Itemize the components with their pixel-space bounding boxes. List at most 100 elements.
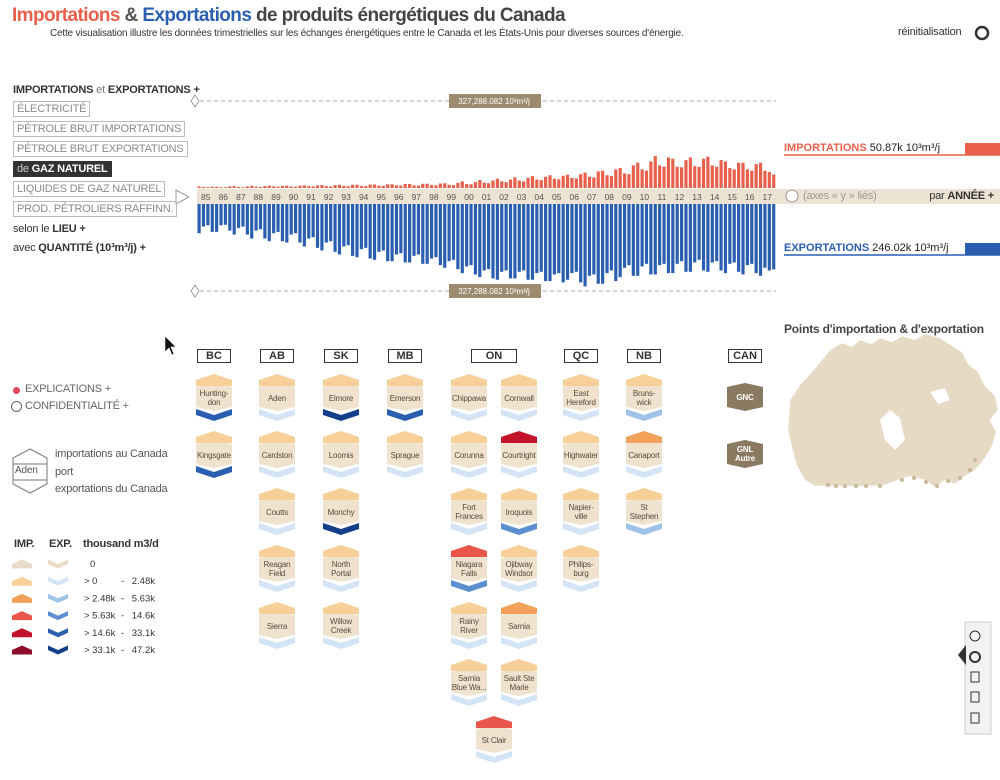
export-arrow[interactable] (501, 523, 537, 535)
port-name[interactable]: Sault Ste Marie (503, 674, 535, 692)
import-arrow[interactable] (626, 374, 662, 386)
export-arrow[interactable] (323, 637, 359, 649)
port-name[interactable]: Ojibway Windsor (505, 560, 533, 578)
export-arrow[interactable] (451, 637, 487, 649)
import-arrow[interactable] (501, 545, 537, 557)
port-name[interactable]: Niagara Falls (455, 560, 483, 578)
province-label[interactable]: QC (564, 349, 598, 363)
export-arrow[interactable] (451, 694, 487, 706)
info-icon[interactable] (969, 630, 981, 642)
import-arrow[interactable] (626, 488, 662, 500)
source-option[interactable]: de GAZ NATUREL (13, 161, 112, 177)
export-arrow[interactable] (501, 637, 537, 649)
import-arrow[interactable] (476, 716, 512, 728)
import-arrow[interactable] (563, 488, 599, 500)
import-arrow[interactable] (259, 431, 295, 443)
port-name[interactable]: Reagan Field (263, 560, 291, 578)
menu-heading[interactable]: IMPORTATIONS et EXPORTATIONS + (13, 84, 200, 96)
export-arrow[interactable] (323, 580, 359, 592)
import-arrow[interactable] (451, 545, 487, 557)
port-name[interactable]: Elmore (328, 393, 354, 403)
port-name[interactable]: Aden (268, 393, 286, 403)
port-name[interactable]: Canaport (628, 450, 660, 460)
import-arrow[interactable] (451, 488, 487, 500)
export-arrow[interactable] (626, 409, 662, 421)
port-name[interactable]: Coutts (266, 507, 288, 517)
port-name[interactable]: Loomis (328, 450, 354, 460)
port-name[interactable]: Corunna (454, 450, 484, 460)
import-arrow[interactable] (323, 545, 359, 557)
export-arrow[interactable] (451, 580, 487, 592)
import-arrow[interactable] (563, 431, 599, 443)
circle-icon[interactable] (969, 651, 981, 663)
port-name[interactable]: Sarnia Blue Wa... (451, 674, 487, 692)
import-arrow[interactable] (563, 545, 599, 557)
port-name[interactable]: GNC (736, 392, 754, 402)
import-arrow[interactable] (196, 374, 232, 386)
export-arrow[interactable] (259, 409, 295, 421)
export-arrow[interactable] (501, 409, 537, 421)
import-arrow[interactable] (501, 431, 537, 443)
export-arrow[interactable] (451, 466, 487, 478)
export-arrow[interactable] (501, 466, 537, 478)
export-arrow[interactable] (626, 466, 662, 478)
export-arrow[interactable] (323, 409, 359, 421)
export-arrow[interactable] (563, 409, 599, 421)
menu-quantity[interactable]: avec QUANTITÉ (10³m³/j) + (13, 242, 146, 254)
port-name[interactable]: Kingsgate (197, 450, 231, 460)
page-icon[interactable] (970, 671, 980, 683)
import-arrow[interactable] (501, 602, 537, 614)
province-label[interactable]: ON (471, 349, 517, 363)
export-arrow[interactable] (501, 694, 537, 706)
port-name[interactable]: Fort Frances (455, 503, 483, 521)
export-arrow[interactable] (196, 466, 232, 478)
import-arrow[interactable] (259, 374, 295, 386)
port-name[interactable]: Philips- burg (568, 560, 594, 578)
port-name[interactable]: Iroquois (505, 507, 533, 517)
port-name[interactable]: Monchy (327, 507, 355, 517)
port-name[interactable]: Chippawa (452, 393, 486, 403)
source-option[interactable]: PÉTROLE BRUT IMPORTATIONS (13, 121, 186, 137)
port-name[interactable]: St Stephen (629, 503, 659, 521)
port-name[interactable]: Sprague (390, 450, 420, 460)
import-arrow[interactable] (259, 602, 295, 614)
port-name[interactable]: Cardston (261, 450, 293, 460)
import-arrow[interactable] (451, 602, 487, 614)
import-arrow[interactable] (451, 374, 487, 386)
export-arrow[interactable] (626, 523, 662, 535)
province-label[interactable]: MB (388, 349, 422, 363)
port-name[interactable]: Napier- ville (568, 503, 594, 521)
share-icon[interactable] (970, 712, 980, 724)
source-option[interactable]: LIQUIDES DE GAZ NATUREL (13, 181, 166, 197)
toolbar-toggle[interactable] (958, 645, 966, 665)
import-arrow[interactable] (387, 374, 423, 386)
import-arrow[interactable] (323, 431, 359, 443)
import-arrow[interactable] (501, 374, 537, 386)
export-arrow[interactable] (196, 409, 232, 421)
link-icon[interactable] (785, 189, 799, 203)
export-arrow[interactable] (476, 751, 512, 763)
port-name[interactable]: Willow Creek (330, 617, 352, 635)
port-name[interactable]: North Portal (331, 560, 351, 578)
axis-note[interactable]: (axes « y » liés) (803, 190, 877, 202)
export-arrow[interactable] (259, 637, 295, 649)
export-arrow[interactable] (323, 523, 359, 535)
port-name[interactable]: East Hereford (566, 389, 596, 407)
port-name[interactable]: Sarnia (508, 621, 530, 631)
export-arrow[interactable] (323, 466, 359, 478)
export-arrow[interactable] (501, 580, 537, 592)
port-name[interactable]: Emerson (389, 393, 421, 403)
menu-place[interactable]: selon le LIEU + (13, 223, 86, 235)
import-arrow[interactable] (626, 431, 662, 443)
port-name[interactable]: GNL Autre (735, 445, 755, 463)
export-arrow[interactable] (451, 523, 487, 535)
province-label[interactable]: SK (324, 349, 358, 363)
export-arrow[interactable] (563, 580, 599, 592)
export-arrow[interactable] (387, 466, 423, 478)
export-arrow[interactable] (451, 409, 487, 421)
image-icon[interactable] (970, 691, 980, 703)
export-arrow[interactable] (563, 523, 599, 535)
province-label[interactable]: BC (197, 349, 231, 363)
port-name[interactable]: Sierra (266, 621, 288, 631)
import-arrow[interactable] (501, 488, 537, 500)
